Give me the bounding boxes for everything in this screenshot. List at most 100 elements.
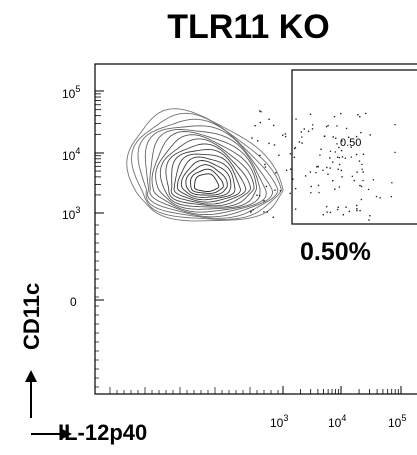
outlier-dot	[353, 179, 355, 182]
outlier-dot	[250, 211, 252, 213]
outlier-dot	[272, 216, 274, 218]
outlier-dot	[285, 169, 288, 171]
contour-line	[149, 129, 267, 216]
svg-text:104: 104	[62, 146, 80, 163]
gate-dot	[350, 156, 352, 158]
outlier-dot	[256, 194, 258, 196]
outlier-dot	[355, 135, 358, 138]
outlier-dot	[337, 168, 339, 170]
contour-line	[185, 164, 228, 196]
chart-title: TLR11 KO	[167, 8, 330, 46]
outlier-dot	[342, 214, 344, 216]
outlier-dot	[362, 171, 364, 173]
outlier-dot	[260, 111, 262, 113]
contour-line	[126, 108, 284, 222]
gate-dot	[336, 143, 338, 145]
outlier-dot	[340, 112, 342, 115]
outlier-dot	[360, 198, 363, 201]
outlier-dot	[266, 211, 268, 213]
outlier-dot	[337, 156, 339, 158]
gate-dot	[316, 166, 318, 168]
outlier-dot	[320, 148, 322, 150]
x-axis-label: IL-12p40	[58, 420, 148, 445]
outlier-dot	[338, 146, 340, 149]
outlier-dot	[340, 169, 342, 172]
outlier-dot	[325, 125, 328, 128]
outlier-dot	[356, 208, 358, 210]
outlier-dot	[311, 128, 314, 130]
outlier-dot	[252, 209, 254, 211]
outlier-dot	[309, 171, 312, 173]
contour-line	[177, 156, 236, 201]
outlier-dot	[348, 136, 350, 138]
contour-line	[170, 149, 247, 205]
outlier-dot	[293, 147, 296, 150]
outlier-dot	[336, 208, 339, 211]
outlier-dot	[327, 173, 329, 175]
outlier-dot	[329, 211, 332, 214]
outlier-dot	[292, 178, 294, 180]
outlier-dot	[360, 131, 362, 134]
outlier-dot	[259, 195, 261, 197]
contour-line	[151, 131, 261, 213]
outlier-dot	[273, 144, 276, 146]
outlier-dot	[263, 211, 265, 213]
y-tick-label-1e5: 105	[62, 84, 80, 101]
outlier-dot	[293, 156, 296, 158]
gate-dot	[391, 182, 393, 184]
gate-dot	[361, 163, 363, 166]
contour-line	[193, 173, 220, 192]
outlier-dot	[350, 146, 352, 148]
outlier-dot	[289, 153, 292, 155]
outlier-dot	[333, 115, 336, 118]
outlier-dot	[298, 141, 301, 143]
outlier-dot	[341, 176, 343, 178]
outlier-dot	[356, 204, 358, 207]
outlier-dot	[325, 205, 328, 208]
outlier-dot	[259, 121, 261, 124]
gate-percentage: 0.50%	[300, 238, 371, 266]
gate-dot	[344, 157, 346, 159]
outlier-dot	[259, 154, 261, 157]
plot-frame	[94, 63, 417, 395]
x-tick-label-1e5: 105	[388, 413, 406, 430]
svg-text:105: 105	[388, 413, 406, 430]
contour-lines	[126, 108, 284, 222]
outlier-dot	[273, 124, 275, 127]
svg-text:103: 103	[270, 413, 288, 430]
gate-dot	[375, 195, 378, 198]
gate-dot	[390, 196, 392, 198]
contour-line	[131, 112, 282, 220]
outlier-dot	[356, 209, 358, 212]
y-tick-label-1e4: 104	[62, 146, 80, 163]
outlier-dot	[309, 113, 312, 115]
outlier-dot	[264, 163, 266, 166]
outlier-dot	[341, 156, 344, 158]
x-tick-label-1e3: 103	[270, 413, 288, 430]
gate-dot	[372, 179, 374, 181]
outlier-dot	[307, 130, 310, 132]
outlier-dot	[369, 134, 371, 136]
outlier-dot	[324, 135, 326, 137]
outlier-dot	[332, 136, 334, 138]
gate-dot	[312, 124, 314, 126]
svg-text:104: 104	[328, 413, 346, 430]
gate-dot	[310, 192, 312, 194]
outlier-dot	[304, 175, 307, 177]
outlier-dot	[274, 189, 276, 191]
outlier-dot	[345, 206, 347, 208]
ylabel-arrow	[25, 370, 37, 418]
outlier-dot	[289, 168, 292, 170]
outlier-dot	[284, 133, 287, 135]
outlier-dot	[356, 171, 358, 173]
gate-dot	[319, 154, 321, 156]
outlier-dot	[329, 167, 331, 169]
outlier-dot	[268, 118, 270, 120]
outlier-dot	[275, 172, 277, 174]
outlier-dot	[368, 219, 370, 221]
contour-line	[190, 168, 224, 194]
gate-dot	[329, 150, 332, 152]
x-tick-label-1e4: 104	[328, 413, 346, 430]
